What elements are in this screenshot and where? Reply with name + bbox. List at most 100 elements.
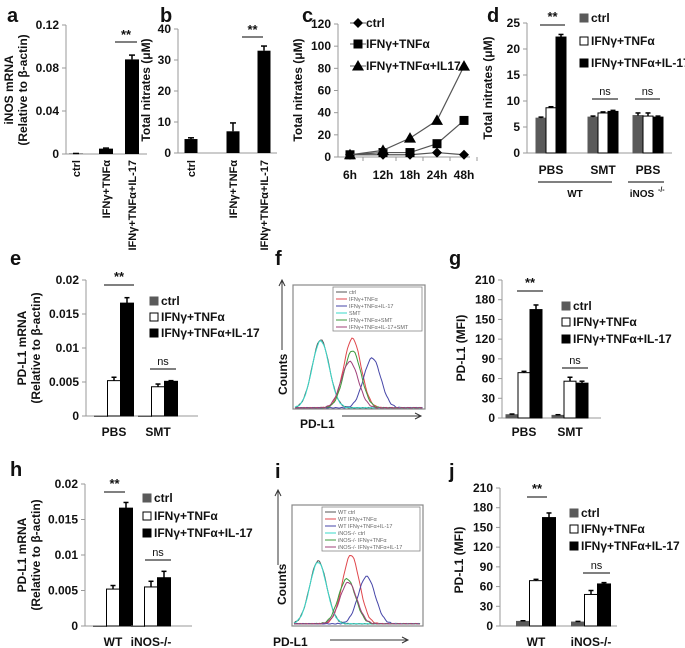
- legend-label: IFNγ+TNFα: [581, 522, 645, 536]
- y-tick-label: 100: [311, 39, 331, 53]
- bar: [587, 116, 599, 154]
- x-tick-label: SMT: [557, 425, 583, 439]
- arrow-right-icon: [414, 412, 423, 420]
- y-axis-label: Counts: [275, 563, 289, 605]
- y-tick-label: 210: [475, 273, 495, 287]
- bar: [93, 625, 107, 627]
- y-axis-label: (Relative to β-actin): [16, 34, 30, 145]
- panel-c: c 0 20 40 60 80 100 120 Total nitrates (μM) ctrl I…: [291, 5, 478, 182]
- y-tick-label: 5: [513, 120, 520, 134]
- arrow-up-icon: [278, 278, 286, 287]
- significance-label: ns: [569, 355, 581, 367]
- legend-label: ctrl: [591, 11, 610, 25]
- legend-swatch: [561, 317, 571, 327]
- bar: [125, 59, 139, 154]
- arrow-up-icon: [274, 488, 282, 497]
- y-tick-label: 20: [158, 84, 172, 98]
- y-tick-label: 0.01: [55, 548, 79, 562]
- arrow-right-icon: [401, 636, 410, 644]
- bar: [597, 112, 609, 154]
- legend-label: IFNγ+TNFα: [573, 315, 637, 329]
- legend-label: WT ctrl: [338, 510, 355, 516]
- significance-label: ns: [152, 547, 164, 559]
- legend-label: ctrl: [161, 294, 180, 308]
- panel-g: g 0 30 60 90 120 150 180 210 PD-L1 (MFI) PBS SMT ** n…: [449, 248, 672, 439]
- legend-label: IFNγ+TNFα: [154, 509, 218, 523]
- y-tick-label: 20: [318, 128, 332, 142]
- panel-e: e 0 0.005 0.01 0.015 0.02 PD-L1 mRNA (Relative …: [10, 248, 260, 439]
- y-tick-label: 150: [475, 312, 495, 326]
- y-axis-label: (Relative to β-actin): [29, 292, 43, 403]
- bar: [597, 583, 611, 627]
- legend-swatch: [149, 296, 159, 306]
- x-tick-label: 12h: [373, 168, 394, 182]
- y-tick-label: 20: [507, 42, 521, 56]
- x-axis-label: PD-L1: [300, 417, 335, 431]
- bar: [584, 593, 598, 627]
- x-tick-label: iNOS-/-: [571, 635, 612, 648]
- histogram-legend: [332, 286, 423, 332]
- data-point-diamond-icon: [459, 149, 469, 160]
- bar: [226, 131, 240, 153]
- bar: [517, 372, 531, 419]
- significance-label: **: [525, 275, 536, 290]
- y-axis-label: Total nitrates (μM): [291, 38, 305, 141]
- y-axis-label: PD-L1 (MFI): [452, 527, 466, 594]
- legend-swatch: [569, 508, 579, 518]
- legend-label: ctrl: [573, 299, 592, 313]
- bar: [119, 507, 133, 627]
- legend-label: ctrl: [581, 506, 600, 520]
- legend-label: IFNγ+TNFα: [161, 310, 225, 324]
- legend-swatch: [142, 493, 152, 503]
- bar: [535, 117, 547, 154]
- y-axis-label: Counts: [276, 353, 290, 395]
- x-tick-label: IFNγ+TNFα: [228, 160, 240, 219]
- bar: [120, 302, 134, 417]
- panel-letter: f: [275, 248, 282, 270]
- legend-swatch: [579, 36, 589, 46]
- x-tick-label: SMT: [145, 425, 171, 439]
- y-axis-label: (Relative to β-actin): [29, 499, 43, 610]
- y-tick-label: 0.01: [56, 341, 80, 355]
- legend-swatch: [561, 301, 571, 311]
- x-tick-label: WT: [104, 635, 123, 648]
- bar: [555, 36, 567, 154]
- x-tick-label: PBS: [102, 425, 127, 439]
- legend-swatch: [142, 528, 152, 538]
- bar: [652, 116, 664, 154]
- panel-j: j 0 30 60 90 120 150 180 210 PD-L1 (MFI) WT iNOS-/-…: [448, 461, 680, 648]
- panel-b: b 0 10 20 30 40 Total nitrates (μM) ctrl IFNγ+TN…: [139, 5, 277, 251]
- x-tick-label: IFNγ+TNFα: [101, 160, 113, 219]
- legend-label: WT IFNγ+TNFα: [338, 517, 377, 523]
- significance-label: **: [121, 27, 132, 42]
- panel-letter: d: [487, 5, 499, 27]
- x-tick-label: 18h: [400, 168, 421, 182]
- legend-label: IFNγ+TNFα+IL-17: [349, 304, 393, 310]
- bar: [551, 414, 565, 419]
- legend-swatch: [579, 13, 589, 23]
- significance-label: **: [247, 22, 258, 37]
- significance-label: ns: [642, 86, 654, 98]
- x-tick-label: SMT: [590, 163, 616, 177]
- legend-marker-diamond-icon: [353, 18, 363, 28]
- bar: [529, 580, 543, 627]
- bar: [157, 577, 171, 627]
- panel-letter: i: [275, 461, 281, 483]
- y-tick-label: 180: [473, 501, 493, 515]
- bar: [164, 380, 178, 417]
- data-point-triangle-icon: [377, 144, 389, 155]
- y-tick-label: 0.02: [55, 477, 79, 491]
- legend-label: IFNγ+TNFα+IL-17: [581, 539, 680, 553]
- panel-letter: e: [10, 248, 21, 270]
- y-tick-label: 0.005: [48, 584, 78, 598]
- y-tick-label: 80: [318, 61, 332, 75]
- legend-swatch: [579, 58, 589, 68]
- x-tick-label: PBS: [636, 163, 661, 177]
- x-tick-label: iNOS-/-: [131, 635, 172, 648]
- data-point-triangle-icon: [458, 60, 470, 71]
- y-tick-label: 0: [486, 619, 493, 633]
- panel-letter: b: [160, 5, 172, 27]
- y-axis-label: PD-L1 mRNA: [15, 310, 29, 385]
- bar: [571, 621, 585, 627]
- bar: [106, 588, 120, 627]
